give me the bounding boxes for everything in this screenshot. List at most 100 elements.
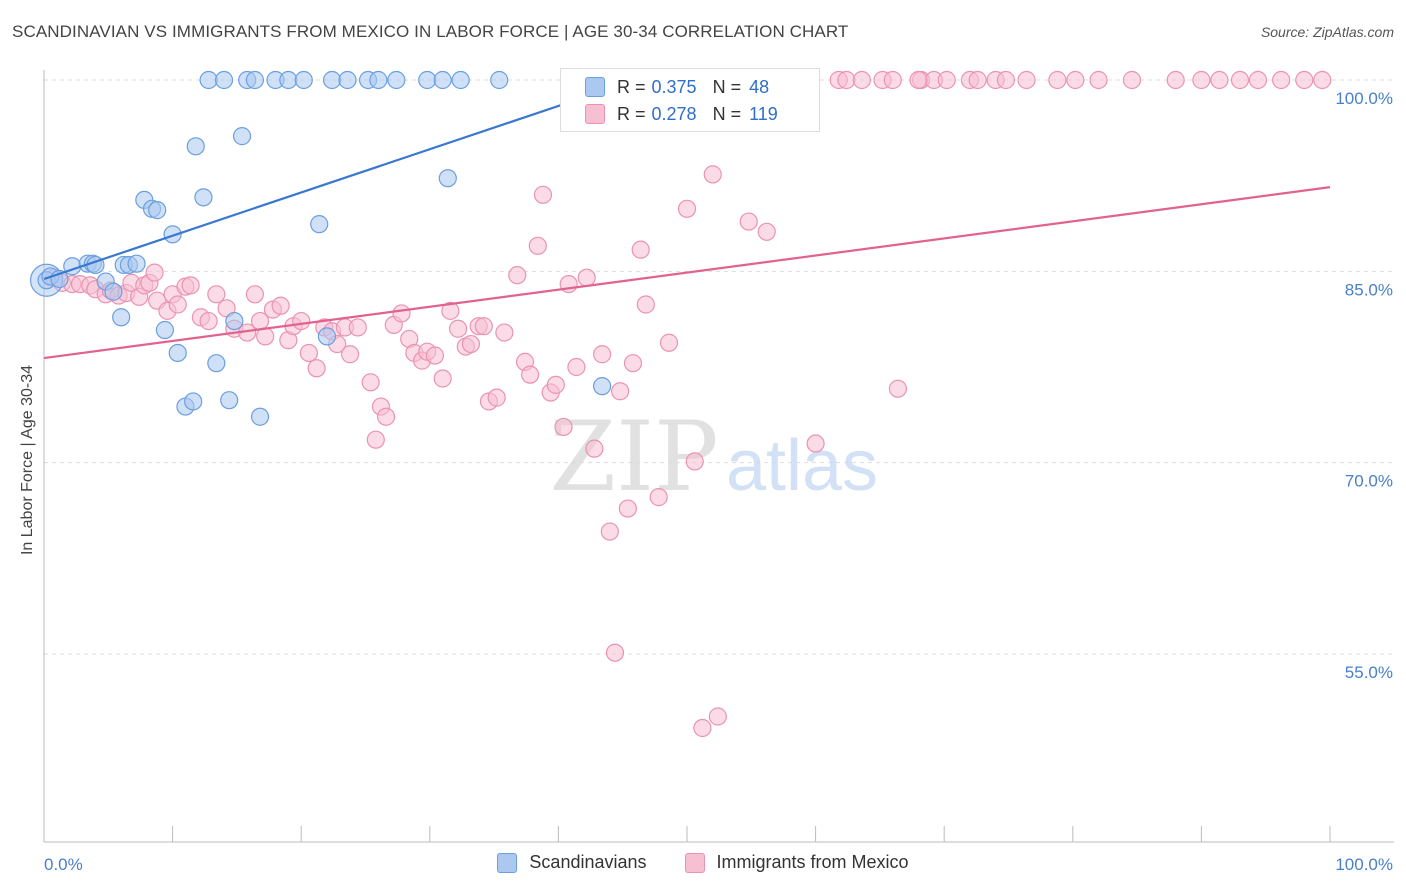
point-scandinavians — [369, 70, 388, 90]
point-immigrants-from-mexico — [636, 295, 655, 314]
r-value: 0.375 — [651, 76, 697, 97]
point-scandinavians — [451, 70, 470, 90]
pink-swatch — [585, 104, 605, 124]
point-immigrants-from-mexico — [1066, 70, 1085, 90]
axes — [43, 70, 1394, 843]
n-label: N = — [712, 76, 742, 97]
point-immigrants-from-mexico — [883, 70, 902, 90]
point-immigrants-from-mexico — [593, 345, 612, 364]
x-tick-label: 0.0% — [44, 855, 83, 874]
point-scandinavians — [214, 70, 234, 90]
point-scandinavians — [279, 70, 298, 90]
point-immigrants-from-mexico — [554, 417, 573, 437]
point-immigrants-from-mexico — [623, 354, 643, 373]
n-value: 119 — [749, 103, 778, 124]
point-scandinavians — [207, 354, 226, 373]
point-immigrants-from-mexico — [1295, 70, 1314, 90]
point-immigrants-from-mexico — [366, 430, 385, 449]
point-immigrants-from-mexico — [1122, 70, 1142, 90]
point-immigrants-from-mexico — [299, 343, 319, 363]
point-immigrants-from-mexico — [806, 434, 825, 453]
point-immigrants-from-mexico — [703, 165, 722, 184]
legend-item-immigrants-from-mexico: Immigrants from Mexico — [684, 852, 909, 873]
point-immigrants-from-mexico — [1048, 70, 1067, 90]
point-immigrants-from-mexico — [376, 407, 396, 426]
point-scandinavians — [338, 70, 357, 90]
stats-row-scandinavians: R = 0.375 N = 48 — [585, 75, 769, 99]
point-scandinavians — [593, 377, 612, 396]
point-immigrants-from-mexico — [448, 319, 468, 338]
point-immigrants-from-mexico — [292, 311, 311, 331]
point-immigrants-from-mexico — [837, 70, 856, 90]
y-tick-label: 55.0% — [1345, 663, 1393, 682]
point-immigrants-from-mexico — [487, 388, 506, 407]
point-immigrants-from-mexico — [181, 276, 200, 295]
point-immigrants-from-mexico — [631, 240, 650, 259]
point-immigrants-from-mexico — [1210, 70, 1229, 90]
point-immigrants-from-mexico — [693, 718, 712, 738]
point-immigrants-from-mexico — [474, 317, 493, 336]
point-scandinavians — [232, 127, 252, 146]
point-immigrants-from-mexico — [433, 369, 452, 388]
n-value: 48 — [749, 76, 770, 97]
point-immigrants-from-mexico — [1230, 70, 1250, 90]
blue-swatch — [585, 77, 605, 97]
point-immigrants-from-mexico — [968, 70, 987, 90]
point-scandinavians — [155, 320, 174, 340]
source-label: Source: ZipAtlas.com — [1260, 24, 1394, 40]
y-axis-label: In Labor Force | Age 30-34 — [19, 364, 36, 556]
point-scandinavians — [163, 225, 182, 244]
point-immigrants-from-mexico — [425, 346, 445, 365]
point-scandinavians — [148, 201, 167, 220]
r-label: R = — [617, 103, 646, 124]
stats-row-immigrants-from-mexico: R = 0.278 N = 119 — [585, 102, 778, 126]
n-label: N = — [712, 103, 742, 124]
pink-swatch — [684, 852, 705, 873]
point-immigrants-from-mexico — [528, 236, 547, 255]
point-scandinavians — [310, 215, 329, 234]
point-scandinavians — [127, 254, 146, 273]
point-immigrants-from-mexico — [392, 304, 411, 323]
point-immigrants-from-mexico — [937, 70, 956, 90]
x-tick-label: 100.0% — [1335, 855, 1393, 874]
point-scandinavians — [294, 70, 313, 90]
stats-legend: R = 0.375 N = 48 R = 0.278 N = 119 — [560, 68, 820, 132]
point-scandinavians — [112, 308, 131, 327]
trend-lines — [43, 78, 1331, 360]
point-immigrants-from-mexico — [567, 357, 586, 377]
point-scandinavians — [199, 70, 218, 90]
blue-swatch — [497, 852, 518, 873]
point-immigrants-from-mexico — [649, 488, 668, 507]
point-immigrants-from-mexico — [909, 70, 928, 90]
point-scandinavians — [104, 282, 123, 301]
trend-line-scandinavians — [43, 78, 636, 281]
point-immigrants-from-mexico — [757, 222, 776, 241]
point-immigrants-from-mexico — [348, 318, 367, 337]
r-value: 0.278 — [651, 103, 697, 124]
point-immigrants-from-mexico — [521, 365, 540, 384]
point-scandinavians — [438, 169, 457, 188]
point-scandinavians — [317, 327, 337, 346]
point-immigrants-from-mexico — [605, 643, 625, 662]
y-tick-label: 70.0% — [1345, 472, 1393, 491]
point-immigrants-from-mexico — [145, 263, 164, 282]
point-immigrants-from-mexico — [1017, 70, 1036, 90]
point-immigrants-from-mexico — [585, 439, 604, 458]
trend-line-immigrants-from-mexico — [43, 186, 1331, 360]
point-immigrants-from-mexico — [577, 268, 596, 287]
point-immigrants-from-mexico — [852, 70, 871, 90]
point-scandinavians — [168, 343, 187, 363]
point-immigrants-from-mexico — [307, 359, 326, 378]
gridlines — [44, 79, 1394, 655]
watermark: ZIP atlas — [549, 401, 878, 513]
point-scandinavians — [194, 188, 213, 207]
point-scandinavians — [220, 391, 239, 410]
point-scandinavians — [245, 70, 265, 90]
x-tick-labels: 0.0% 100.0% — [44, 855, 1393, 874]
point-immigrants-from-mexico — [245, 285, 265, 304]
point-immigrants-from-mexico — [340, 345, 360, 364]
point-scandinavians — [490, 70, 509, 90]
legend-label: Scandinavians — [529, 852, 647, 872]
point-immigrants-from-mexico — [708, 707, 727, 726]
point-immigrants-from-mexico — [1166, 70, 1185, 90]
